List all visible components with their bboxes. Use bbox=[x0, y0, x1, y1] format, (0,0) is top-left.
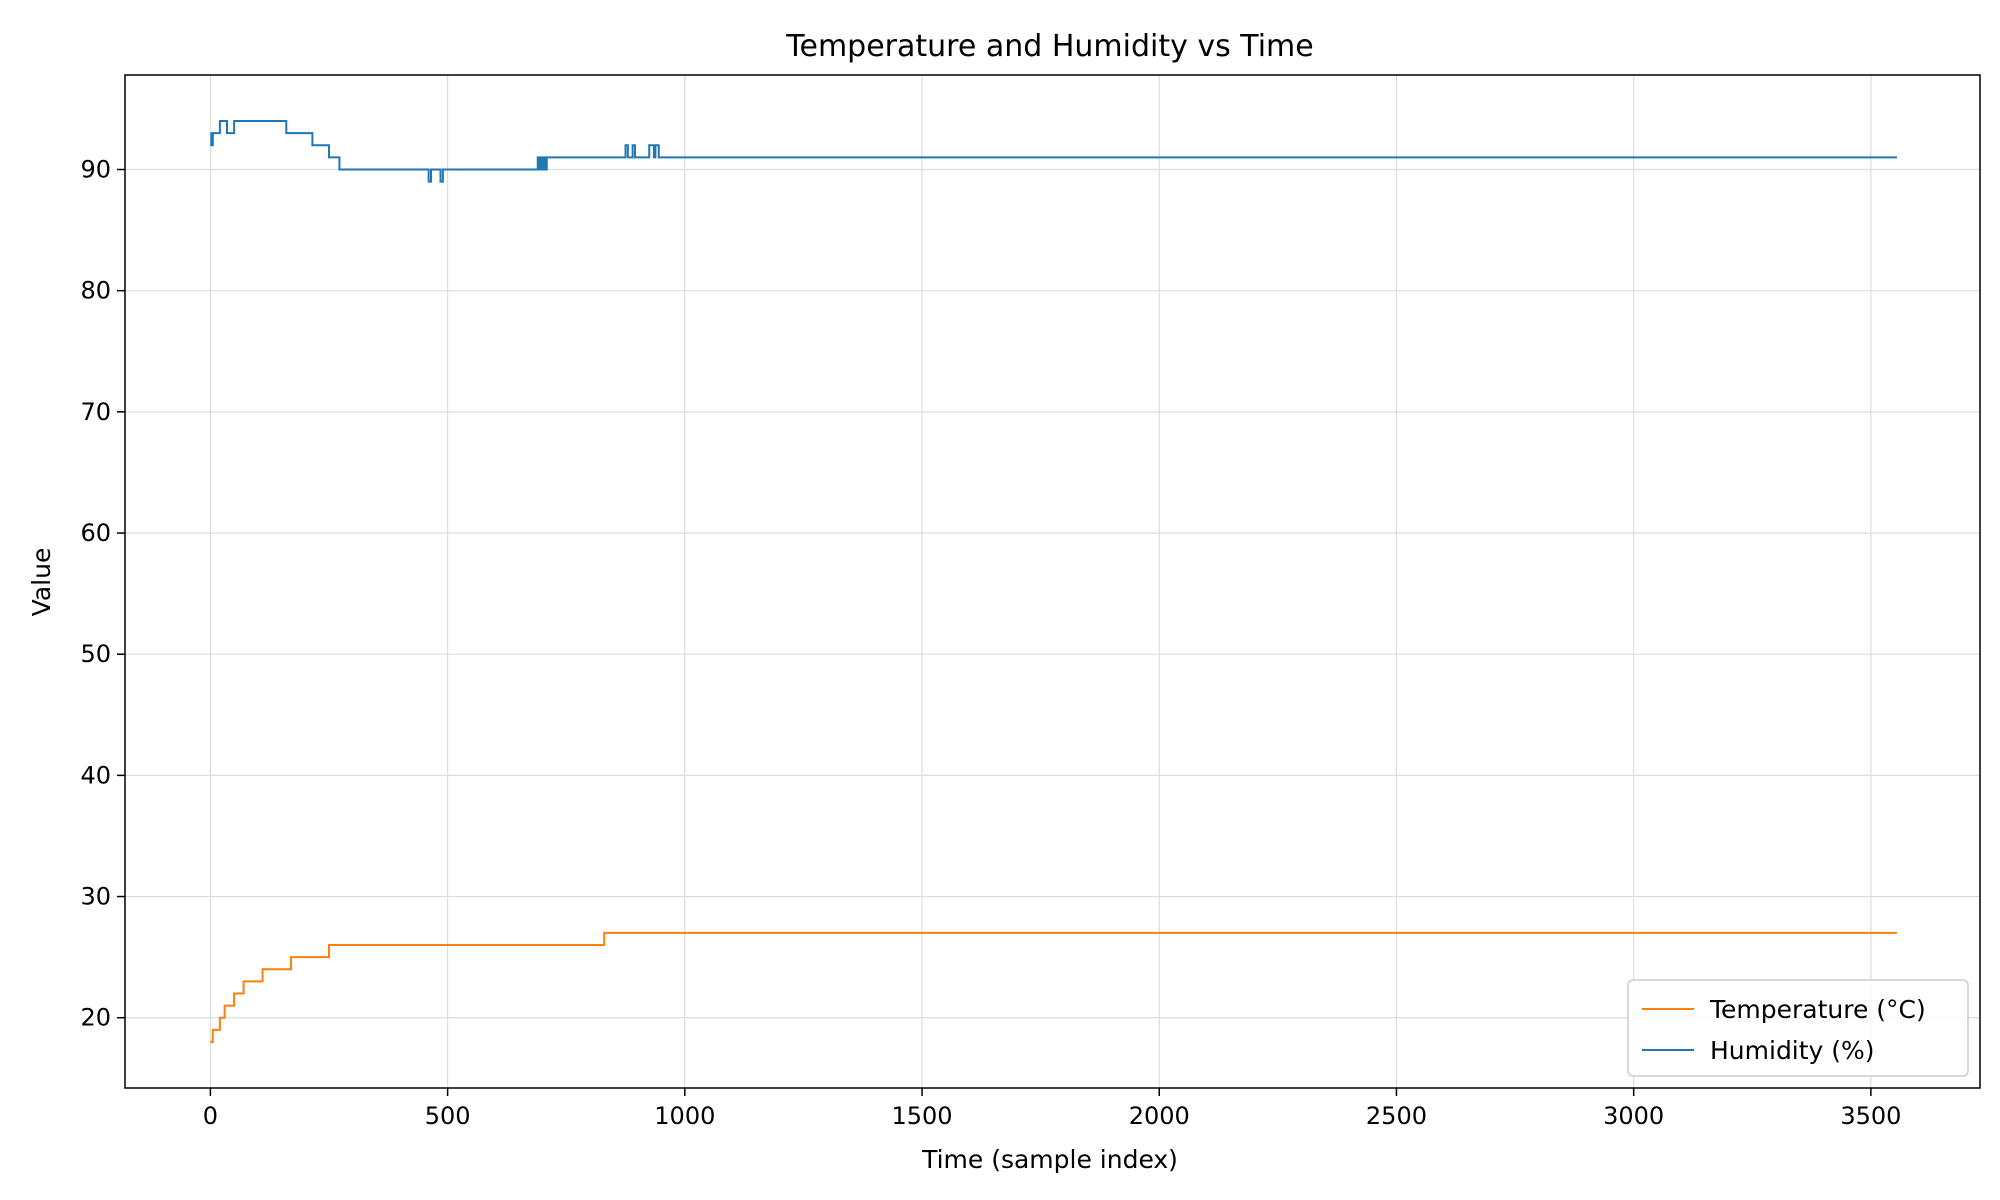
x-tick-label: 1000 bbox=[654, 1102, 715, 1130]
legend: Temperature (°C) Humidity (%) bbox=[1627, 979, 1969, 1077]
x-tick-label: 500 bbox=[425, 1102, 471, 1130]
series-layer bbox=[210, 120, 1897, 1043]
y-tick-label: 70 bbox=[80, 398, 111, 426]
y-tick-label: 90 bbox=[80, 156, 111, 184]
x-tick-label: 3000 bbox=[1603, 1102, 1664, 1130]
y-tick-label: 20 bbox=[80, 1004, 111, 1032]
grid bbox=[125, 75, 1980, 1088]
legend-entry-label: Temperature (°C) bbox=[1709, 995, 1926, 1024]
y-axis-label: Value bbox=[27, 548, 56, 617]
chart-title: Temperature and Humidity vs Time bbox=[785, 29, 1313, 64]
x-axis-label: Time (sample index) bbox=[921, 1145, 1178, 1174]
y-tick-label: 50 bbox=[80, 640, 111, 668]
x-tick-label: 0 bbox=[203, 1102, 218, 1130]
y-tick-label: 40 bbox=[80, 761, 111, 789]
x-tick-label: 1500 bbox=[891, 1102, 952, 1130]
y-tick-label: 60 bbox=[80, 519, 111, 547]
x-tick-label: 2500 bbox=[1366, 1102, 1427, 1130]
x-axis-ticks: 0 500 1000 1500 2000 2500 3000 3500 bbox=[203, 1088, 1901, 1130]
series-line-humidity bbox=[210, 120, 1897, 183]
y-axis-ticks: 20 30 40 50 60 70 80 90 bbox=[80, 156, 125, 1032]
series-line-temperature-c bbox=[210, 931, 1897, 1043]
legend-entry-label: Humidity (%) bbox=[1710, 1036, 1875, 1065]
legend-box bbox=[1627, 979, 1969, 1077]
plot-frame bbox=[124, 74, 1981, 1089]
x-tick-label: 2000 bbox=[1129, 1102, 1190, 1130]
y-tick-label: 30 bbox=[80, 883, 111, 911]
y-tick-label: 80 bbox=[80, 277, 111, 305]
x-tick-label: 3500 bbox=[1840, 1102, 1901, 1130]
